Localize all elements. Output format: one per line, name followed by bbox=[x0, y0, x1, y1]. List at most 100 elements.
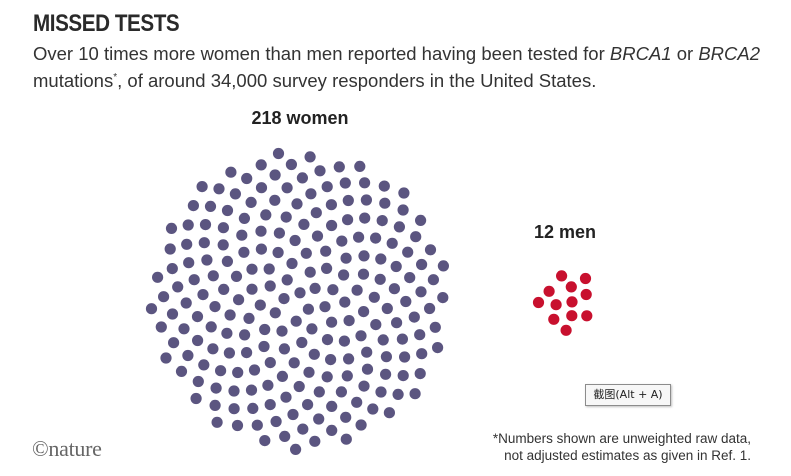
woman-dot bbox=[319, 301, 331, 313]
woman-dot bbox=[340, 252, 352, 264]
woman-dot bbox=[270, 415, 282, 428]
woman-dot bbox=[263, 263, 275, 275]
woman-dot bbox=[262, 379, 274, 391]
woman-dot bbox=[380, 368, 392, 380]
woman-dot bbox=[251, 419, 263, 431]
woman-dot bbox=[291, 198, 303, 210]
woman-dot bbox=[218, 283, 230, 295]
man-dot bbox=[579, 272, 592, 285]
woman-dot bbox=[398, 187, 410, 199]
woman-dot bbox=[273, 227, 285, 239]
woman-dot bbox=[241, 172, 253, 185]
woman-dot bbox=[264, 357, 276, 369]
woman-dot bbox=[309, 435, 321, 447]
woman-dot bbox=[343, 353, 355, 365]
woman-dot bbox=[313, 386, 325, 398]
woman-dot bbox=[259, 435, 271, 447]
woman-dot bbox=[168, 337, 180, 349]
woman-dot bbox=[351, 396, 363, 408]
woman-dot bbox=[410, 231, 422, 243]
woman-dot bbox=[276, 370, 288, 382]
woman-dot bbox=[304, 266, 316, 278]
woman-dot bbox=[397, 204, 409, 216]
woman-dot bbox=[209, 301, 221, 313]
woman-dot bbox=[254, 299, 266, 311]
woman-dot bbox=[228, 403, 240, 415]
woman-dot bbox=[285, 158, 297, 171]
woman-dot bbox=[377, 334, 389, 346]
nature-logo: ©nature bbox=[32, 436, 102, 461]
woman-dot bbox=[288, 357, 300, 369]
man-dot bbox=[566, 310, 578, 322]
subtitle-gene-brca2: BRCA2 bbox=[698, 43, 761, 64]
woman-dot bbox=[359, 212, 371, 224]
woman-dot bbox=[300, 247, 312, 259]
woman-dot bbox=[397, 370, 409, 382]
woman-dot bbox=[335, 386, 347, 398]
woman-dot bbox=[187, 200, 199, 212]
woman-dot bbox=[354, 160, 366, 172]
woman-dot bbox=[272, 246, 284, 259]
woman-dot bbox=[378, 180, 390, 192]
woman-dot bbox=[181, 238, 193, 250]
man-dot bbox=[543, 285, 555, 297]
woman-dot bbox=[239, 329, 251, 341]
woman-dot bbox=[183, 257, 195, 269]
woman-dot bbox=[247, 402, 259, 414]
men-group-label: 12 men bbox=[534, 222, 596, 242]
woman-dot bbox=[175, 365, 188, 377]
woman-dot bbox=[321, 371, 333, 383]
woman-dot bbox=[229, 188, 241, 200]
woman-dot bbox=[278, 293, 290, 305]
woman-dot bbox=[190, 392, 202, 405]
woman-dot bbox=[302, 303, 314, 315]
footnote: *Numbers shown are unweighted raw data, … bbox=[431, 430, 751, 464]
woman-dot bbox=[297, 423, 309, 435]
woman-dot bbox=[360, 194, 372, 206]
woman-dot bbox=[197, 289, 209, 301]
woman-dot bbox=[339, 177, 351, 189]
woman-dot bbox=[353, 231, 365, 243]
woman-dot bbox=[287, 408, 299, 421]
woman-dot bbox=[343, 315, 355, 327]
man-dot bbox=[550, 299, 562, 311]
woman-dot bbox=[368, 291, 380, 303]
woman-dot bbox=[289, 234, 301, 247]
woman-dot bbox=[145, 303, 158, 315]
woman-dot bbox=[158, 291, 170, 303]
woman-dot bbox=[399, 351, 411, 363]
woman-dot bbox=[381, 302, 393, 315]
woman-dot bbox=[241, 347, 253, 359]
woman-dot bbox=[321, 334, 334, 346]
woman-dot bbox=[416, 258, 428, 271]
woman-dot bbox=[182, 219, 194, 231]
chart-title: MISSED TESTS bbox=[33, 10, 180, 37]
woman-dot bbox=[358, 306, 370, 318]
woman-dot bbox=[416, 348, 428, 360]
woman-dot bbox=[209, 399, 221, 411]
woman-dot bbox=[437, 292, 449, 304]
woman-dot bbox=[355, 419, 367, 431]
man-dot bbox=[556, 270, 568, 282]
woman-dot bbox=[231, 419, 244, 432]
woman-dot bbox=[238, 212, 250, 224]
woman-dot bbox=[390, 260, 402, 273]
woman-dot bbox=[400, 295, 412, 308]
woman-dot bbox=[342, 194, 354, 207]
woman-dot bbox=[427, 274, 439, 286]
woman-dot bbox=[178, 323, 190, 335]
woman-dot bbox=[217, 222, 229, 234]
woman-dot bbox=[248, 364, 261, 376]
subtitle-text-start: Over 10 times more women than men report… bbox=[33, 43, 610, 64]
woman-dot bbox=[370, 232, 382, 244]
woman-dot bbox=[198, 237, 210, 249]
woman-dot bbox=[269, 169, 281, 181]
woman-dot bbox=[296, 172, 308, 184]
woman-dot bbox=[255, 159, 267, 171]
woman-dot bbox=[290, 315, 302, 327]
woman-dot bbox=[192, 375, 204, 388]
subtitle-text-or: or bbox=[671, 43, 699, 64]
woman-dot bbox=[306, 323, 318, 335]
woman-dot bbox=[374, 273, 386, 285]
woman-dot bbox=[205, 321, 217, 333]
